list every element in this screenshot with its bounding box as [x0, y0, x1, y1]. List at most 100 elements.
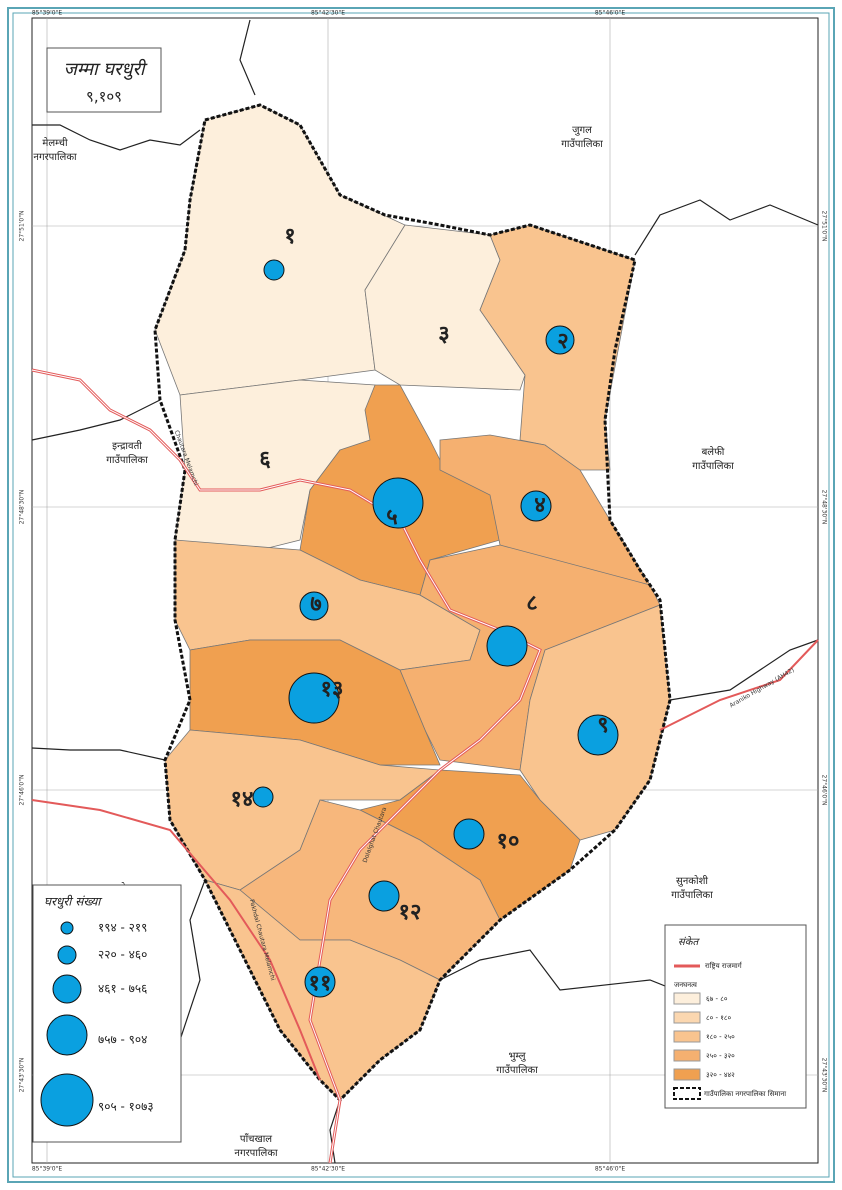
boundary-line: [669, 639, 819, 701]
legend-item: ४६१ - ७५६: [98, 982, 147, 996]
coordinates: 85°39'0"E 85°42'30"E 85°46'0"E 85°39'0"E…: [19, 10, 828, 1173]
ward-label: १: [284, 224, 295, 249]
title-frame: [46, 47, 162, 113]
neighbor-boundaries: [31, 19, 819, 1164]
ward-label: ४: [534, 493, 545, 518]
highway: [31, 799, 321, 1081]
boundary-line: [329, 1099, 341, 1164]
household-circle: [486, 625, 528, 667]
coordinate-label: 85°39'0"E: [32, 10, 62, 17]
legend-circle: [40, 1073, 94, 1127]
household-circle: [368, 880, 400, 912]
neighbor-label: सुनकोशी: [676, 875, 708, 887]
household-circle: [372, 477, 424, 529]
household-circle: [252, 786, 274, 808]
household-circle: [453, 818, 485, 850]
household-circle: [263, 259, 285, 281]
coordinate-label: 85°42'30"E: [311, 1166, 345, 1173]
boundary-line: [239, 19, 256, 96]
coordinate-label: 27°51'0"N: [821, 211, 828, 242]
legend-swatch: [673, 1068, 701, 1081]
legend-swatch: [673, 1049, 701, 1062]
legend-item: २२० - ४६०: [98, 948, 147, 962]
household-circle: [304, 966, 336, 998]
legend-item: गाउँपालिका नगरपालिका सिमाना: [704, 1089, 786, 1098]
ward-label: ६: [259, 447, 271, 472]
legend-circle: [57, 945, 77, 965]
household-circle: [299, 591, 329, 621]
ward-label: ५: [386, 505, 397, 530]
neighbor-label: जुगल: [572, 125, 592, 136]
legend-item: ७५७ - ९०४: [98, 1033, 147, 1047]
household-circle: [288, 672, 340, 724]
coordinate-label: 85°46'0"E: [595, 1166, 625, 1173]
highway: [659, 639, 819, 731]
coordinate-label: 27°46'0"N: [821, 775, 828, 806]
legend-item: ३२० - ४४२: [706, 1071, 735, 1079]
boundary-line: [439, 949, 701, 1001]
wards: [154, 104, 671, 1101]
household-circles: [252, 259, 619, 998]
legend-item: १९४ - २१९: [98, 921, 147, 935]
coordinate-label: 85°39'0"E: [32, 1166, 62, 1173]
coordinate-label: 85°42'30"E: [311, 10, 345, 17]
ward-label: १३: [321, 677, 344, 702]
ward-label: ३: [438, 322, 449, 347]
legend-title: संकेत: [678, 936, 700, 948]
boundary-line: [634, 199, 819, 256]
coordinate-label: 27°43'30"N: [821, 1058, 828, 1093]
ward-label: २: [557, 329, 568, 354]
ward-labels: १ २ ३ ४ ५ ६ ७ ८ ९ १० ११ १२ १३ १४: [231, 224, 609, 996]
title-box: जम्मा घरधुरी ९,१०९: [46, 47, 162, 113]
neighbor-label: गाउँपालिका: [106, 454, 148, 466]
coordinate-label: 27°51'0"N: [19, 211, 26, 242]
legend-circle: [60, 921, 74, 935]
neighbor-label: इन्द्रावती: [112, 440, 142, 452]
neighbor-label: मेलम्ची: [42, 137, 68, 149]
circle-legend: घरधुरी संख्या १९४ - २१९ २२० - ४६० ४६१ - …: [32, 884, 182, 1143]
ward-label: १२: [399, 900, 422, 925]
ward-label: ७: [310, 592, 321, 617]
ward-label: ८: [526, 591, 537, 616]
legend-subtitle: जनघनत्व: [674, 981, 697, 989]
total: ९,१०९: [86, 88, 122, 106]
boundary-line: [31, 399, 161, 441]
neighbor-label: गाउँपालिका: [496, 1064, 538, 1076]
household-circle: [520, 490, 552, 522]
coordinate-label: 27°43'30"N: [19, 1058, 26, 1093]
legend-item: १८० - २५०: [706, 1033, 735, 1041]
neighbor-label: गाउँपालिका: [561, 138, 603, 150]
legend-swatch: [673, 1011, 701, 1024]
legend-item: ९०५ - १०७३: [98, 1100, 154, 1114]
coordinate-label: 27°46'0"N: [19, 775, 26, 806]
boundary-line: [31, 747, 166, 761]
neighbor-label: गाउँपालिका: [671, 889, 713, 901]
neighbor-label: भुम्लु: [508, 1051, 526, 1062]
ward-label: ११: [309, 971, 332, 996]
coordinate-label: 27°48'30"N: [821, 490, 828, 525]
legend-item: ८० - १८०: [706, 1014, 732, 1022]
legend-circle: [46, 1014, 88, 1056]
title: जम्मा घरधुरी: [64, 58, 148, 80]
ward-label: १०: [497, 829, 520, 854]
neighbor-label: नगरपालिका: [234, 1147, 278, 1159]
household-circle: [577, 714, 619, 756]
legend-item: २५० - ३२०: [706, 1052, 735, 1060]
legend-swatch: [673, 1030, 701, 1043]
legend-swatch: [673, 992, 701, 1005]
coordinate-label: 27°48'30"N: [19, 490, 26, 525]
coordinate-label: 85°46'0"E: [595, 10, 625, 17]
neighbor-label: नगरपालिका: [33, 151, 77, 163]
legend-circle: [52, 974, 82, 1004]
legend-item: राष्ट्रिय राजमार्ग: [705, 961, 743, 970]
ward-label: ९: [597, 713, 608, 738]
legend-boundary: [673, 1087, 701, 1100]
neighbor-label: पाँचखाल: [240, 1133, 272, 1145]
ward-label: १४: [231, 787, 254, 812]
legend-item: ६७ - ८०: [706, 995, 728, 1003]
neighbor-label: बलेफी: [702, 446, 725, 458]
outer-frame: [7, 7, 835, 1183]
municipality-boundary: [153, 103, 672, 1103]
